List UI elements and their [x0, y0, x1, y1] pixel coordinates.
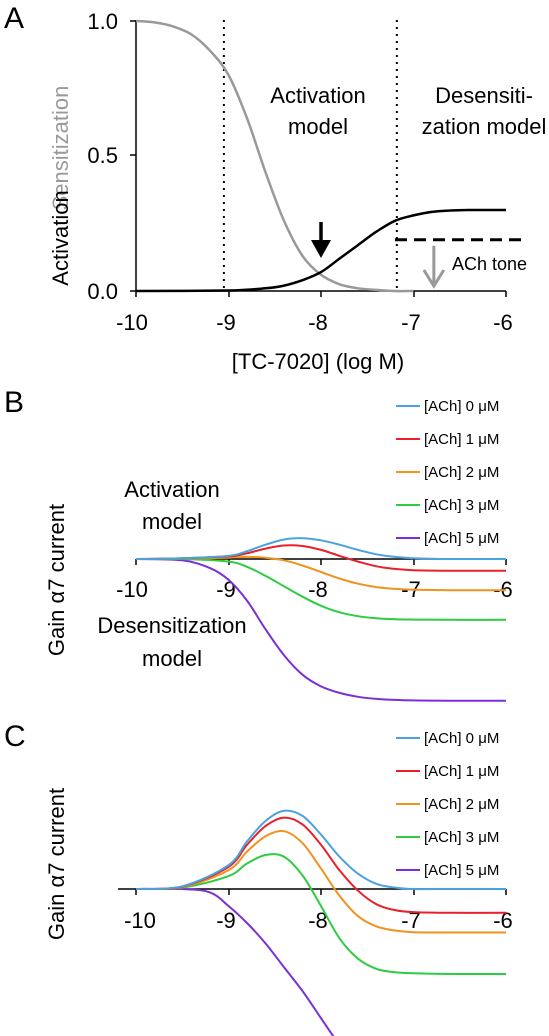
panel-b-ylabel: Gain α7 current [44, 504, 69, 656]
desensitization-model-label-line2: zation model [422, 114, 547, 139]
panel-a-series-activation [135, 208, 506, 293]
panel-b-xtick-label: -8 [308, 577, 328, 602]
panel-a-xlabel: [TC-7020] (log M) [232, 349, 404, 374]
panel-b-desensitization-model-line2: model [142, 646, 202, 671]
legend-label: [ACh] 1 μM [424, 763, 499, 780]
panel-a: A Sensitization Activation 1.0 0.5 0.0 -… [4, 2, 546, 374]
panel-a-ytick-label: 0.0 [87, 279, 118, 304]
ach-tone-arrow-icon [422, 269, 446, 289]
panel-c-x-ticks: -10 -9 -8 -7 -6 [124, 889, 513, 933]
activation-model-label-line2: model [288, 114, 348, 139]
ach-tone-label: ACh tone [452, 254, 527, 274]
panel-b-series-line [135, 558, 506, 702]
panel-b-xtick-label: -10 [116, 577, 148, 602]
panel-a-xtick-label: -6 [493, 310, 513, 335]
panel-a-series-sensitization [135, 19, 414, 293]
activation-model-label-line1: Activation [270, 83, 365, 108]
panel-a-xtick-label: -10 [116, 310, 148, 335]
panel-b-marks [135, 537, 507, 702]
panel-c-letter: C [4, 720, 26, 753]
panel-a-xtick-label: -8 [308, 310, 328, 335]
panel-b-desensitization-model-line1: Desensitization [97, 613, 246, 638]
panel-b-xtick-label: -9 [216, 577, 236, 602]
panel-b-series-line [135, 555, 507, 592]
panel-a-ytick-label: 1.0 [87, 9, 118, 34]
panel-a-xtick-label: -9 [216, 310, 236, 335]
panel-a-y-ticks: 1.0 0.5 0.0 [87, 9, 136, 304]
panel-c-marks [135, 809, 507, 1036]
panel-b-x-ticks: -10 -9 -8 -7 -6 [116, 559, 513, 602]
legend-label: [ACh] 0 μM [424, 398, 499, 415]
panel-a-ylabel-sensitization: Sensitization [48, 86, 73, 211]
panel-a-marks [135, 19, 528, 293]
legend-label: [ACh] 2 μM [424, 796, 499, 813]
legend-label: [ACh] 3 μM [424, 497, 499, 514]
activation-arrow-icon [311, 240, 331, 258]
panel-a-x-ticks: -10 -9 -8 -7 -6 [116, 291, 513, 335]
panel-c-xtick-label: -9 [216, 908, 236, 933]
legend-label: [ACh] 3 μM [424, 829, 499, 846]
panel-a-xtick-label: -7 [401, 310, 421, 335]
legend-label: [ACh] 1 μM [424, 431, 499, 448]
panel-c-ylabel: Gain α7 current [44, 788, 69, 940]
panel-c-series-line [135, 829, 507, 934]
panel-b-letter: B [4, 386, 24, 419]
panel-c-series-line [135, 809, 506, 891]
panel-c-series-line [135, 887, 335, 1036]
panel-c: C Gain α7 current -10 -9 -8 -7 -6 [ACh] … [4, 720, 513, 1036]
panel-c-xtick-label: -7 [401, 908, 421, 933]
legend-label: [ACh] 5 μM [424, 530, 499, 547]
panel-b-series-line [135, 537, 507, 561]
desensitization-model-label-line1: Desensiti- [435, 83, 533, 108]
panel-c-xtick-label: -6 [493, 908, 513, 933]
panel-a-ytick-label: 0.5 [87, 143, 118, 168]
panel-a-letter: A [4, 2, 24, 35]
panel-c-legend: [ACh] 0 μM [ACh] 1 μM [ACh] 2 μM [ACh] 3 μM… [396, 730, 499, 879]
panel-c-xtick-label: -10 [124, 908, 156, 933]
panel-b-series-line [135, 557, 507, 621]
panel-b-legend: [ACh] 0 μM [ACh] 1 μM [ACh] 2 μM [ACh] 3 μM… [396, 398, 499, 547]
panel-c-series-line [135, 853, 507, 976]
panel-b-activation-model-line2: model [142, 509, 202, 534]
panel-c-xtick-label: -8 [308, 908, 328, 933]
legend-label: [ACh] 5 μM [424, 862, 499, 879]
panel-b: B Gain α7 current -10 -9 -8 -7 -6 Activa… [4, 386, 513, 702]
panel-a-ylabel-activation: Activation [48, 190, 73, 285]
legend-label: [ACh] 2 μM [424, 464, 499, 481]
panel-c-series-line [135, 816, 507, 914]
legend-label: [ACh] 0 μM [424, 730, 499, 747]
panel-b-activation-model-line1: Activation [124, 477, 219, 502]
